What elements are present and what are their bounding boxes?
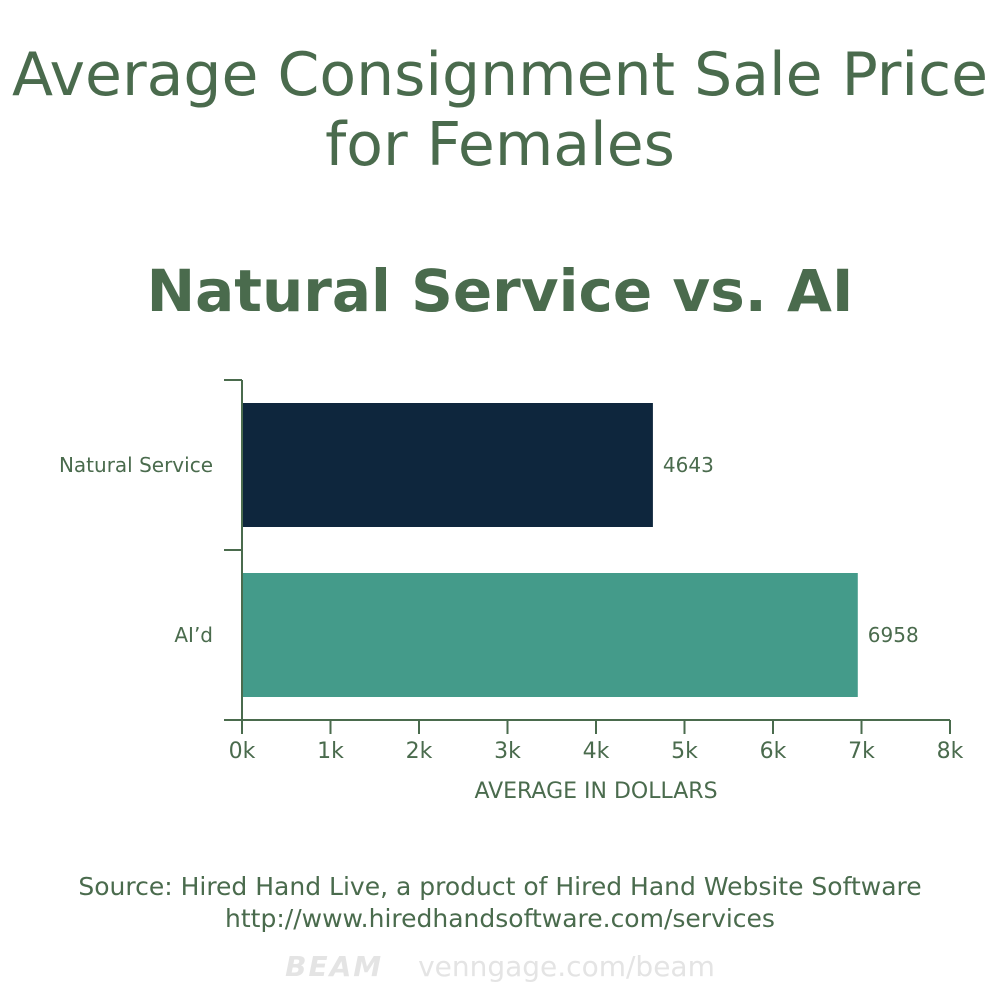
- x-tick-label: 5k: [671, 739, 698, 764]
- category-label: Natural Service: [59, 453, 213, 477]
- x-axis-title: AVERAGE IN DOLLARS: [474, 779, 717, 804]
- bar: [243, 403, 653, 527]
- x-tick-label: 2k: [406, 739, 433, 764]
- watermark-url: venngage.com/beam: [418, 950, 715, 983]
- chart-bars: [243, 403, 858, 697]
- category-label: AI’d: [174, 623, 213, 647]
- chart-subtitle: Natural Service vs. AI: [146, 257, 854, 325]
- chart-title-line-2: for Females: [325, 110, 675, 180]
- x-tick-label: 4k: [583, 739, 610, 764]
- x-tick-label: 0k: [229, 739, 256, 764]
- x-tick-label: 7k: [848, 739, 875, 764]
- source-text: Source: Hired Hand Live, a product of Hi…: [78, 872, 922, 901]
- value-label: 6958: [868, 623, 919, 647]
- watermark-logo: BEAM: [285, 950, 384, 983]
- chart-title-line-1: Average Consignment Sale Price: [12, 40, 988, 110]
- bar: [243, 573, 858, 697]
- x-tick-label: 6k: [760, 739, 787, 764]
- value-label: 4643: [663, 453, 714, 477]
- chart-axes: [224, 379, 951, 734]
- source-url: http://www.hiredhandsoftware.com/service…: [225, 904, 775, 933]
- bar-chart: 0k 1k 2k 3k 4k 5k 6k 7k 8k AVERAGE IN DOLLARS Natu…: [59, 379, 964, 804]
- chart-labels: 0k 1k 2k 3k 4k 5k 6k 7k 8k AVERAGE IN DOLLARS Natu…: [59, 453, 964, 804]
- chart-title: Average Consignment Sale Price for Femal…: [0, 40, 1000, 180]
- x-tick-label: 1k: [317, 739, 344, 764]
- x-tick-label: 3k: [494, 739, 521, 764]
- source-note: Source: Hired Hand Live, a product of Hi…: [0, 871, 1000, 935]
- x-tick-label: 8k: [937, 739, 964, 764]
- watermark: BEAM venngage.com/beam: [0, 950, 1000, 983]
